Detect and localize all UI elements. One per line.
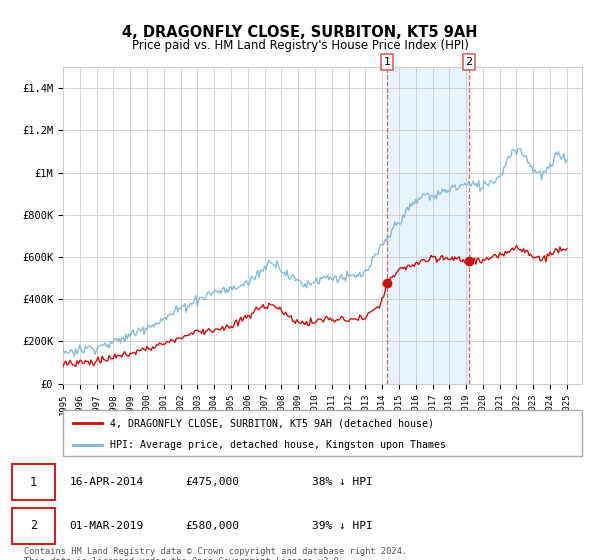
Text: 01-MAR-2019: 01-MAR-2019 (70, 521, 144, 531)
Text: 38% ↓ HPI: 38% ↓ HPI (311, 478, 372, 487)
Text: 1: 1 (30, 476, 37, 489)
FancyBboxPatch shape (63, 410, 582, 456)
Bar (387, 67, 469, 384)
FancyBboxPatch shape (12, 464, 55, 501)
Text: 2: 2 (466, 57, 473, 67)
Text: 2: 2 (30, 519, 37, 532)
FancyBboxPatch shape (12, 508, 55, 544)
Text: 4, DRAGONFLY CLOSE, SURBITON, KT5 9AH (detached house): 4, DRAGONFLY CLOSE, SURBITON, KT5 9AH (d… (110, 418, 434, 428)
Text: HPI: Average price, detached house, Kingston upon Thames: HPI: Average price, detached house, King… (110, 440, 446, 450)
Text: Price paid vs. HM Land Registry's House Price Index (HPI): Price paid vs. HM Land Registry's House … (131, 39, 469, 52)
Text: Contains HM Land Registry data © Crown copyright and database right 2024.
This d: Contains HM Land Registry data © Crown c… (24, 547, 407, 560)
Text: £475,000: £475,000 (185, 478, 239, 487)
Text: 1: 1 (383, 57, 391, 67)
Text: £580,000: £580,000 (185, 521, 239, 531)
Text: 39% ↓ HPI: 39% ↓ HPI (311, 521, 372, 531)
Text: 16-APR-2014: 16-APR-2014 (70, 478, 144, 487)
Text: 4, DRAGONFLY CLOSE, SURBITON, KT5 9AH: 4, DRAGONFLY CLOSE, SURBITON, KT5 9AH (122, 25, 478, 40)
